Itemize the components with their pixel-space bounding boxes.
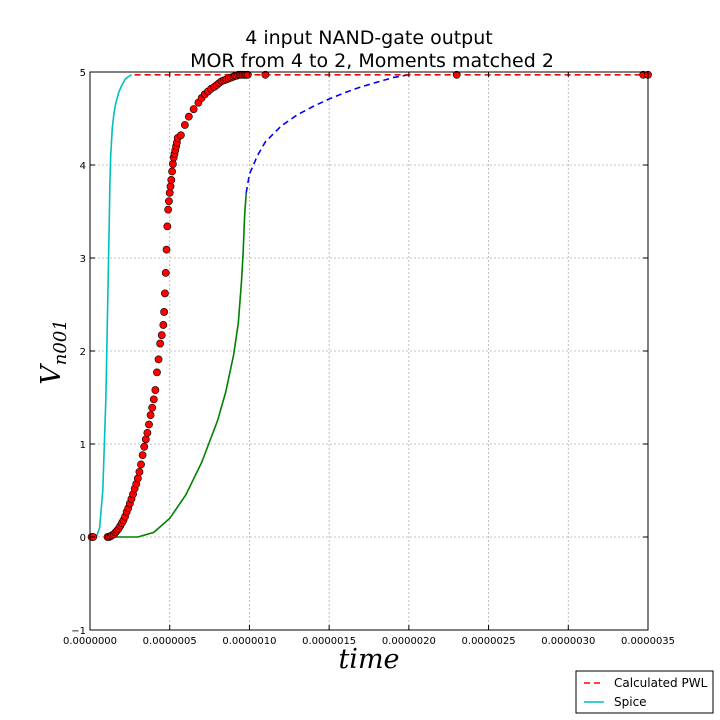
pwl-marker bbox=[452, 70, 461, 79]
pwl-marker bbox=[161, 289, 169, 298]
x-tick-label: 0.0000020 bbox=[382, 636, 436, 647]
pwl-marker bbox=[141, 435, 150, 444]
pwl-marker bbox=[151, 386, 160, 394]
pwl-marker bbox=[163, 222, 172, 231]
pwl-marker bbox=[159, 321, 168, 329]
legend-label-spice: Spice bbox=[614, 695, 647, 709]
pwl-marker bbox=[143, 428, 152, 437]
pwl-marker bbox=[189, 105, 198, 114]
chart-title-line-1: 4 input NAND-gate output bbox=[245, 27, 493, 49]
series-layer bbox=[87, 70, 652, 541]
legend-frame bbox=[575, 670, 714, 714]
x-tick-label: 0.0000030 bbox=[541, 636, 595, 647]
pwl-marker bbox=[145, 420, 153, 429]
x-tick-label: 0.0000010 bbox=[222, 636, 276, 647]
pwl-marker bbox=[167, 175, 176, 184]
x-tick-label: 0.0000005 bbox=[143, 636, 197, 647]
y-axis-label-subscript: n001 bbox=[50, 319, 71, 365]
pwl-marker bbox=[166, 182, 175, 191]
pwl-marker bbox=[156, 339, 165, 348]
x-tick-label: 0.0000025 bbox=[462, 636, 516, 647]
pwl-marker bbox=[157, 331, 166, 340]
y-tick-label: 2 bbox=[80, 347, 86, 358]
series-line-2 bbox=[245, 74, 410, 194]
y-tick-label: 1 bbox=[80, 440, 86, 451]
y-tick-label: −1 bbox=[71, 626, 86, 637]
pwl-marker bbox=[135, 467, 144, 476]
pwl-marker bbox=[184, 112, 193, 121]
pwl-marker bbox=[165, 188, 174, 197]
x-tick-label: 0.0000000 bbox=[63, 636, 117, 647]
pwl-marker bbox=[140, 442, 149, 451]
pwl-marker bbox=[168, 167, 177, 176]
legend: Calculated PWL Spice bbox=[575, 670, 714, 714]
pwl-marker bbox=[153, 368, 161, 377]
pwl-marker bbox=[133, 474, 142, 483]
y-tick-label: 0 bbox=[80, 533, 86, 544]
pwl-marker bbox=[164, 205, 173, 214]
y-axis-label-main: V bbox=[36, 363, 67, 385]
pwl-marker bbox=[162, 245, 171, 254]
series-line-1 bbox=[90, 74, 132, 538]
x-tick-label: 0.0000015 bbox=[302, 636, 356, 647]
y-axis-label: Vn001 bbox=[36, 319, 71, 384]
pwl-marker bbox=[160, 308, 169, 316]
chart-title-line-2: MOR from 4 to 2, Moments matched 2 bbox=[190, 50, 554, 72]
pwl-marker bbox=[165, 197, 173, 206]
pwl-marker bbox=[146, 411, 155, 420]
x-tick-label: 0.0000035 bbox=[621, 636, 675, 647]
pwl-marker bbox=[149, 395, 158, 404]
y-tick-label: 5 bbox=[80, 68, 86, 79]
pwl-marker bbox=[180, 121, 189, 129]
y-tick-label: 3 bbox=[80, 254, 86, 265]
legend-label-calculated-pwl: Calculated PWL bbox=[614, 676, 708, 690]
pwl-marker bbox=[148, 403, 157, 412]
pwl-marker bbox=[161, 268, 170, 277]
pwl-marker bbox=[138, 451, 147, 460]
pwl-marker bbox=[137, 460, 145, 469]
pwl-marker bbox=[261, 70, 270, 79]
pwl-marker bbox=[169, 160, 177, 168]
pwl-marker bbox=[176, 131, 185, 140]
pwl-marker bbox=[154, 355, 163, 364]
y-tick-label: 4 bbox=[80, 161, 86, 172]
series-line-3 bbox=[105, 192, 247, 538]
ticks: 0.0000000 0.0000005 0.0000010 0.0000015 0.00… bbox=[63, 68, 675, 647]
x-axis-label: time bbox=[338, 644, 399, 675]
